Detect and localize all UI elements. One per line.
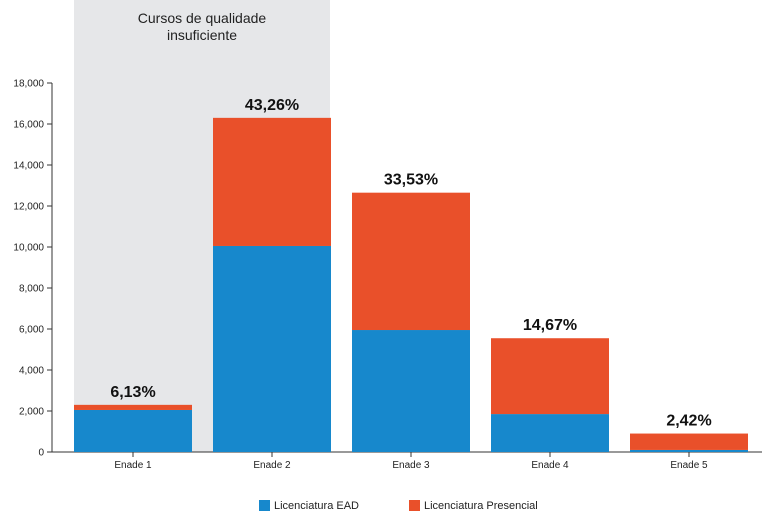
bar-segment-presencial <box>630 433 748 450</box>
bar-layer <box>74 117 748 452</box>
highlight-band-label: insuficiente <box>167 27 237 43</box>
y-tick-label: 6,000 <box>19 325 44 336</box>
x-tick-label: Enade 1 <box>114 460 152 471</box>
y-tick-label: 2,000 <box>19 407 44 418</box>
y-tick-label: 0 <box>38 448 44 459</box>
label-layer: Enade 1 6,13% Enade 2 43,26% Enade 3 33,53% En… <box>110 97 711 471</box>
x-tick-label: Enade 2 <box>253 460 291 471</box>
y-tick-label: 18,000 <box>13 79 44 90</box>
y-tick-label: 12,000 <box>13 202 44 213</box>
bar-data-label: 43,26% <box>245 97 299 114</box>
bar-segment-ead <box>213 245 331 452</box>
y-tick-label: 8,000 <box>19 284 44 295</box>
bar-segment-ead <box>74 409 192 452</box>
bar-segment-presencial <box>352 192 470 331</box>
legend-label: Licenciatura EAD <box>274 500 359 512</box>
bar-data-label: 14,67% <box>523 317 577 334</box>
bar-data-label: 2,42% <box>666 413 711 430</box>
highlight-band-label: Cursos de qualidade <box>138 10 267 26</box>
x-tick-label: Enade 5 <box>670 460 708 471</box>
bar-segment-presencial <box>213 117 331 246</box>
bar-segment-ead <box>630 449 748 452</box>
legend-swatch <box>259 500 270 511</box>
bar-segment-presencial <box>74 404 192 410</box>
y-tick-label: 16,000 <box>13 120 44 131</box>
bar-segment-ead <box>491 414 609 452</box>
bar-data-label: 33,53% <box>384 172 438 189</box>
x-tick-label: Enade 4 <box>531 460 569 471</box>
x-tick-label: Enade 3 <box>392 460 430 471</box>
legend: Licenciatura EAD Licenciatura Presencial <box>259 500 538 512</box>
y-tick-label: 10,000 <box>13 243 44 254</box>
y-tick-label: 14,000 <box>13 161 44 172</box>
bar-segment-ead <box>352 330 470 452</box>
bar-data-label: 6,13% <box>110 384 155 401</box>
legend-swatch <box>409 500 420 511</box>
legend-label: Licenciatura Presencial <box>424 500 538 512</box>
bar-segment-presencial <box>491 338 609 415</box>
y-tick-label: 4,000 <box>19 366 44 377</box>
